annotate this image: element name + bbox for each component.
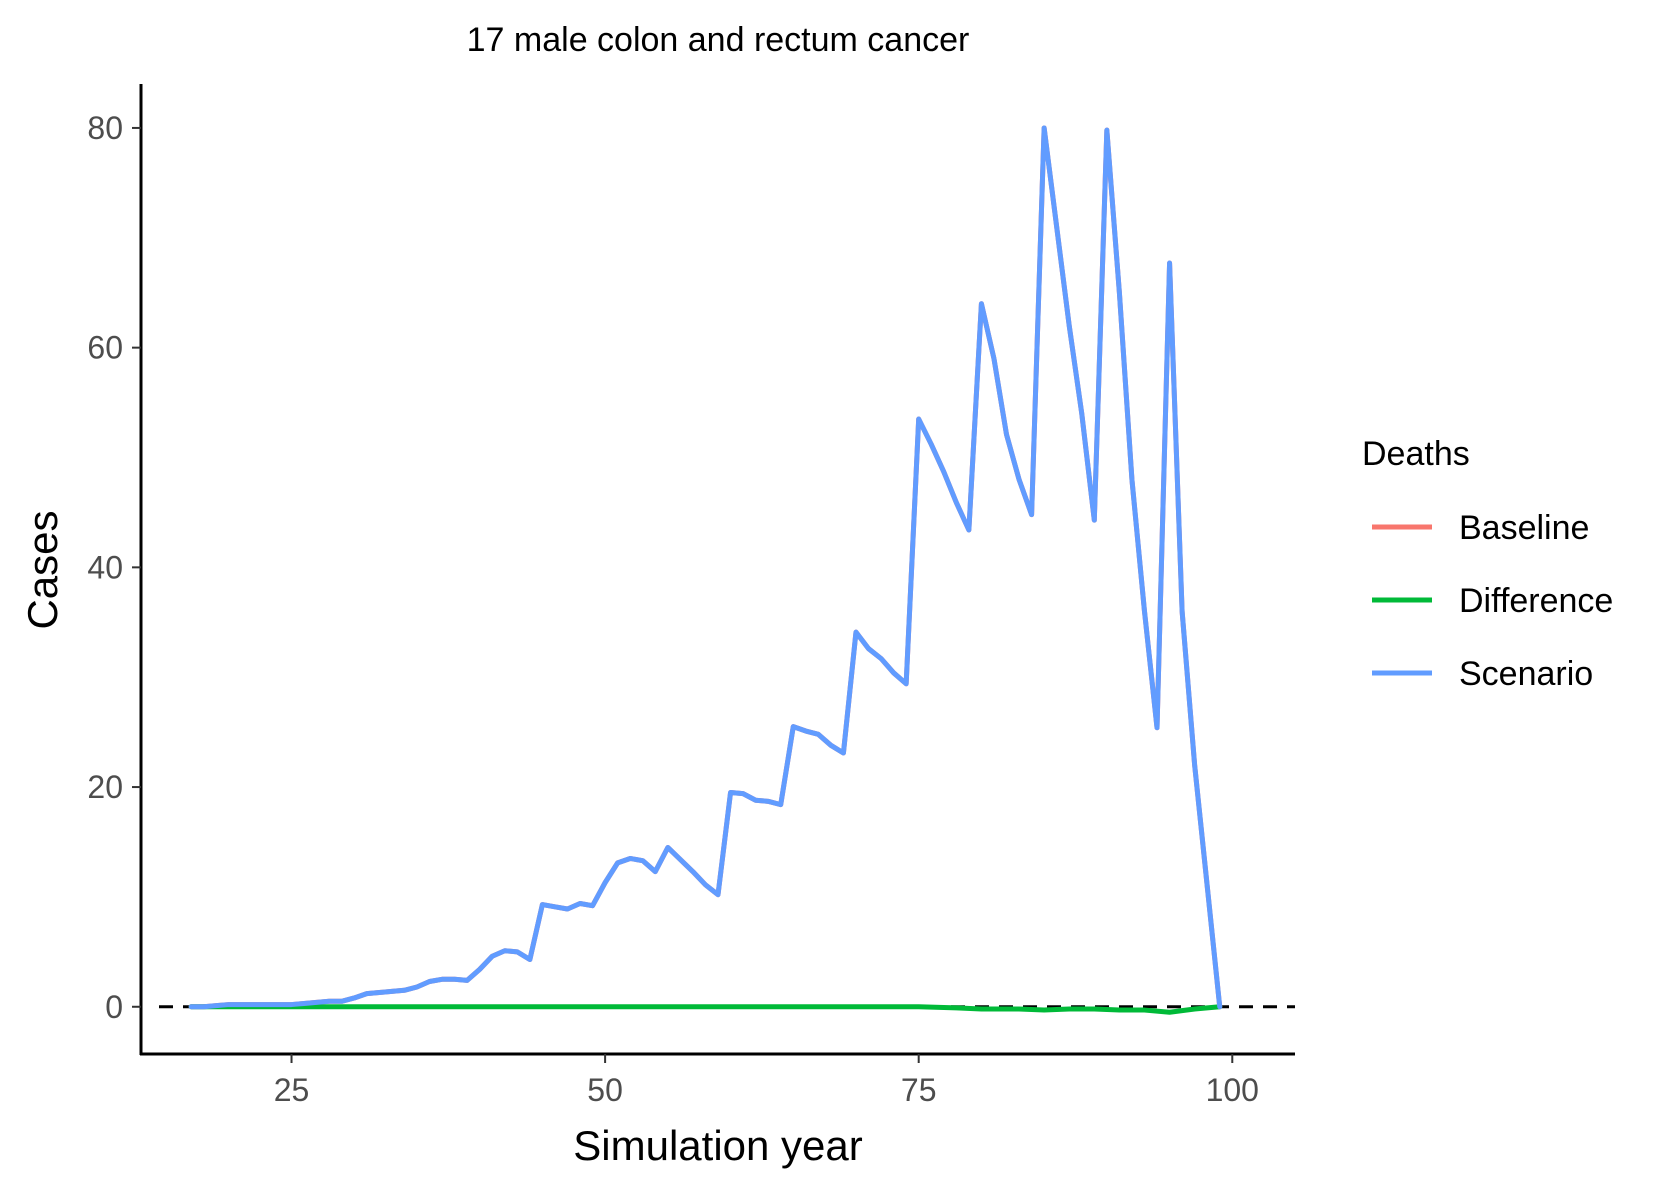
x-axis-title: Simulation year (573, 1122, 862, 1169)
legend-label-baseline: Baseline (1459, 509, 1589, 547)
chart-title: 17 male colon and rectum cancer (467, 21, 970, 59)
y-tick-label: 20 (87, 769, 123, 805)
x-tick-label: 75 (901, 1072, 937, 1108)
series-line-baseline (188, 125, 1223, 1010)
y-axis-ticks: 0 20 40 60 80 (87, 110, 141, 1025)
y-axis-title: Cases (19, 510, 66, 629)
y-tick-label: 80 (87, 110, 123, 146)
x-axis-ticks: 25 50 75 100 (274, 1054, 1259, 1108)
plot-area (159, 125, 1295, 1015)
x-tick-label: 100 (1206, 1072, 1259, 1108)
x-tick-label: 25 (274, 1072, 310, 1108)
legend: Deaths Baseline Difference Scenario (1362, 435, 1613, 693)
y-tick-label: 0 (105, 989, 123, 1025)
series-line-scenario (188, 125, 1223, 1010)
y-tick-label: 60 (87, 330, 123, 366)
legend-label-difference: Difference (1459, 582, 1613, 620)
legend-title: Deaths (1362, 435, 1470, 473)
series-line-difference (188, 1004, 1223, 1015)
x-tick-label: 50 (587, 1072, 623, 1108)
legend-label-scenario: Scenario (1459, 655, 1593, 693)
y-tick-label: 40 (87, 549, 123, 585)
